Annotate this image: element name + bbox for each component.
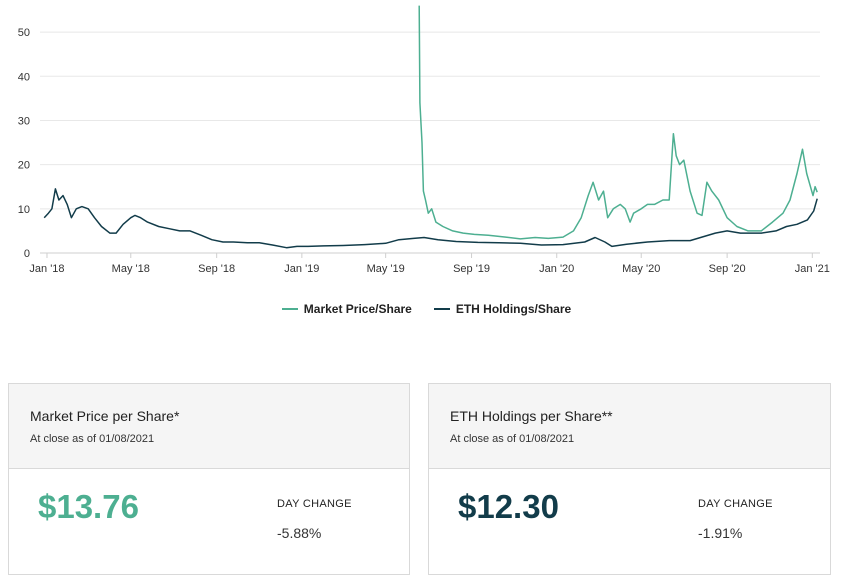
eth-holdings-value: $12.30: [458, 488, 559, 525]
x-tick-label: Jan '21: [795, 263, 830, 275]
eth-holdings-card: ETH Holdings per Share** At close as of …: [428, 383, 831, 575]
x-tick-label: May '18: [112, 263, 150, 275]
x-tick-label: Sep '19: [453, 263, 490, 275]
x-tick-label: Sep '18: [198, 263, 235, 275]
market-price-value: $13.76: [38, 488, 139, 525]
legend-item-market-price[interactable]: Market Price/Share: [281, 302, 412, 316]
card-subtitle: At close as of 01/08/2021: [450, 433, 575, 445]
chart-legend: Market Price/Share ETH Holdings/Share: [0, 302, 853, 316]
legend-label-market-price: Market Price/Share: [303, 302, 412, 316]
series-line-market-price: [418, 5, 818, 240]
y-tick-label: 50: [18, 27, 30, 39]
y-tick-label: 30: [18, 115, 30, 127]
day-change-value: -1.91%: [698, 525, 743, 541]
y-tick-label: 40: [18, 71, 30, 83]
legend-item-eth-holdings[interactable]: ETH Holdings/Share: [433, 302, 572, 316]
card-subtitle: At close as of 01/08/2021: [30, 433, 155, 445]
x-tick-label: Jan '19: [284, 263, 319, 275]
card-header: ETH Holdings per Share** At close as of …: [429, 384, 830, 469]
x-tick-label: May '19: [367, 263, 405, 275]
day-change-label: DAY CHANGE: [698, 498, 773, 510]
y-tick-label: 0: [24, 248, 30, 260]
x-tick-label: Jan '20: [539, 263, 574, 275]
line-chart: 0 10 20 30 40 50 Jan '18 May '18 Sep '18 Jan '19 M…: [18, 5, 830, 275]
day-change-value: -5.88%: [277, 525, 322, 541]
card-title: ETH Holdings per Share**: [450, 408, 613, 424]
x-tick-label: Sep '20: [709, 263, 746, 275]
legend-label-eth-holdings: ETH Holdings/Share: [455, 302, 572, 316]
y-tick-label: 20: [18, 160, 30, 172]
y-tick-label: 10: [18, 204, 30, 216]
x-tick-label: Jan '18: [29, 263, 64, 275]
card-header: Market Price per Share* At close as of 0…: [9, 384, 409, 469]
legend-swatch-eth-holdings: [433, 308, 450, 310]
legend-swatch-market-price: [281, 308, 298, 310]
card-title: Market Price per Share*: [30, 408, 180, 424]
market-price-card: Market Price per Share* At close as of 0…: [8, 383, 410, 575]
x-tick-label: May '20: [622, 263, 660, 275]
series-line-eth-holdings: [43, 188, 818, 249]
day-change-label: DAY CHANGE: [277, 498, 352, 510]
